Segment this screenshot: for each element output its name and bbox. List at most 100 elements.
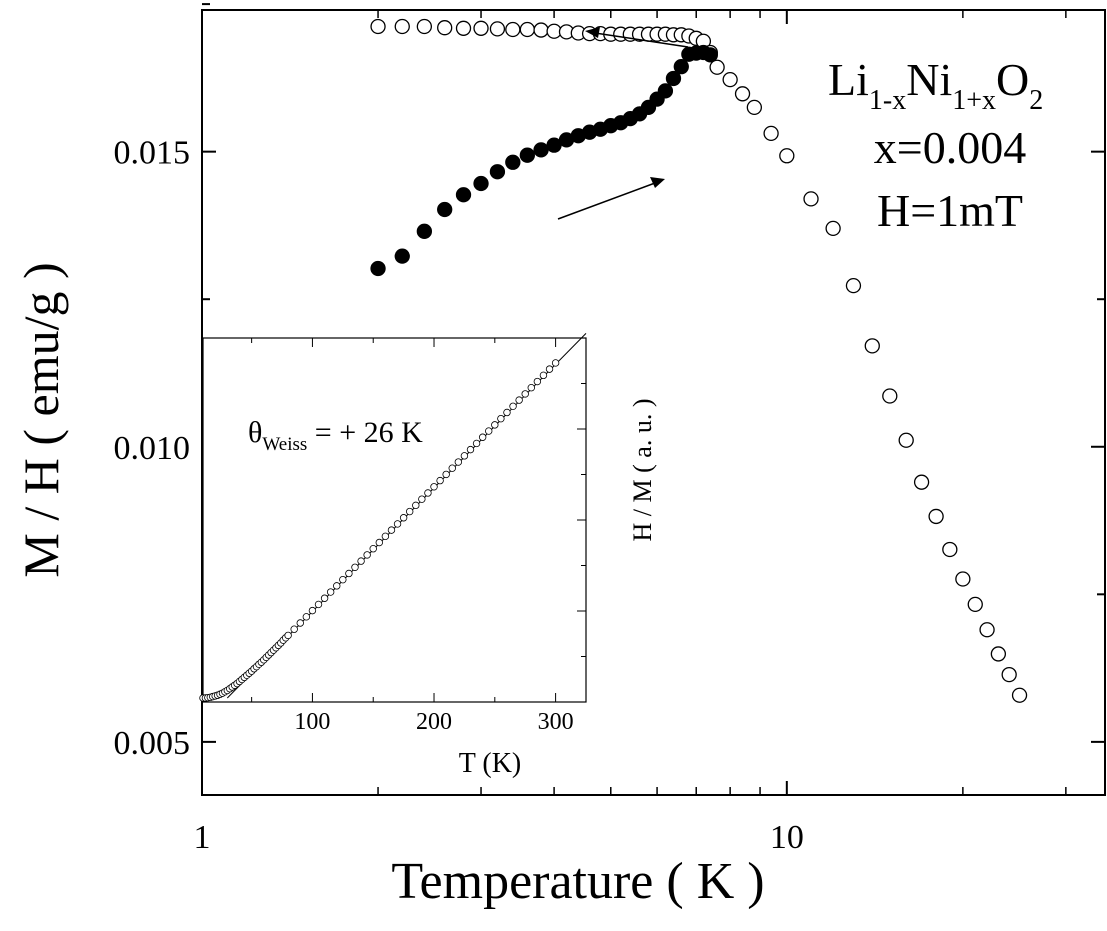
inset-data-point xyxy=(485,427,493,435)
inset-data-point xyxy=(357,557,365,565)
filled-data-point xyxy=(702,47,718,63)
inset-data-point xyxy=(515,396,523,404)
open-data-point xyxy=(1011,687,1028,703)
inset-data-point xyxy=(387,526,396,534)
inset-data-point xyxy=(369,545,377,553)
inset-data-point xyxy=(460,452,469,460)
inset-data-point xyxy=(491,421,499,429)
open-data-point xyxy=(1001,666,1017,683)
open-data-point xyxy=(746,99,763,116)
open-data-point xyxy=(489,21,506,37)
open-data-point xyxy=(928,508,944,525)
open-data-point xyxy=(734,86,751,102)
inset-data-point xyxy=(333,582,341,590)
inset-data-point xyxy=(284,631,292,640)
inset-x-tick-label: 200 xyxy=(416,709,452,735)
inset-data-point xyxy=(545,365,554,373)
open-data-point xyxy=(473,20,489,36)
inset-data-point xyxy=(478,433,487,441)
open-data-point xyxy=(519,21,535,38)
inset-data-point xyxy=(296,619,304,627)
inset: 100 200 300 θWeiss = + 26 K T (K) H / M ( … xyxy=(199,333,657,779)
inset-data-point xyxy=(527,384,535,392)
inset-data-point xyxy=(345,569,353,578)
inset-data-point xyxy=(503,408,511,417)
open-data-point xyxy=(803,191,819,207)
inset-data-point xyxy=(339,575,347,584)
open-data-point xyxy=(864,338,880,354)
inset-x-tick-label: 300 xyxy=(538,709,574,735)
inset-data-point xyxy=(418,495,426,503)
inset-data-point xyxy=(521,390,529,398)
inset-data-point xyxy=(533,377,542,386)
filled-data-point xyxy=(437,201,453,218)
inset-data-point xyxy=(314,600,323,609)
filled-data-point xyxy=(657,83,674,99)
inset-data-point xyxy=(290,625,298,633)
inset-data-point xyxy=(412,501,420,510)
open-data-point xyxy=(505,21,521,38)
inset-weiss-annotation: θWeiss = + 26 K xyxy=(248,416,423,455)
open-data-point xyxy=(825,220,841,237)
inset-data-point xyxy=(381,532,390,541)
x-axis-title: Temperature ( K ) xyxy=(391,853,764,910)
open-data-point xyxy=(845,277,862,294)
inset-data-point xyxy=(320,594,329,602)
filled-data-point xyxy=(370,260,386,277)
inset-data-point xyxy=(472,439,481,448)
y-tick-label: 0.015 xyxy=(114,135,191,172)
open-data-point xyxy=(979,622,995,638)
y-tick-label: 0.010 xyxy=(114,430,191,467)
warming-arrow xyxy=(557,177,665,220)
open-data-point xyxy=(370,18,386,35)
open-data-point xyxy=(455,20,472,36)
filled-data-point xyxy=(505,154,521,170)
filled-data-point xyxy=(519,147,535,163)
filled-data-point xyxy=(673,59,689,75)
inset-data-point xyxy=(363,551,371,559)
open-data-point xyxy=(898,432,914,448)
open-data-point xyxy=(533,22,549,38)
inset-tick-labels: 100 200 300 xyxy=(294,709,573,735)
main-tick-labels: 1 10 0.005 0.010 0.015 xyxy=(114,135,804,856)
inset-data-point xyxy=(436,476,444,485)
field-annotation: H=1mT xyxy=(877,185,1023,236)
inset-data-point xyxy=(326,588,335,596)
inset-points xyxy=(199,359,560,702)
open-data-point xyxy=(437,20,453,36)
inset-data-point xyxy=(302,613,311,621)
main-plot-frame xyxy=(201,9,1106,796)
cooling-arrow xyxy=(585,27,689,48)
inset-data-point xyxy=(399,514,408,522)
inset-data-point xyxy=(308,606,317,615)
filled-data-point xyxy=(394,248,410,264)
open-data-point xyxy=(913,474,930,490)
filled-data-point xyxy=(416,223,433,239)
main-points xyxy=(370,18,1028,703)
filled-data-point xyxy=(533,142,549,158)
filled-data-point xyxy=(455,187,472,203)
inset-data-point xyxy=(442,470,450,479)
filled-data-point xyxy=(489,164,506,180)
inset-data-point xyxy=(551,359,560,367)
inset-data-point xyxy=(497,414,505,423)
inset-data-point xyxy=(539,371,548,380)
open-data-point xyxy=(882,388,898,404)
x-tick-label: 1 xyxy=(194,819,211,856)
x-tick-label: 10 xyxy=(770,819,804,856)
x-value-annotation: x=0.004 xyxy=(874,122,1026,173)
filled-data-point xyxy=(473,175,489,192)
inset-y-axis-title: H / M ( a. u. ) xyxy=(628,399,657,542)
inset-data-point xyxy=(424,489,432,497)
inset-data-point xyxy=(509,402,517,410)
formula-annotation: Li1-xNi1+xO2 xyxy=(828,54,1043,116)
inset-x-tick-label: 100 xyxy=(294,709,330,735)
y-tick-label: 0.005 xyxy=(114,725,191,762)
open-data-point xyxy=(416,18,433,35)
open-data-point xyxy=(955,571,971,587)
inset-data-point xyxy=(393,520,402,528)
open-data-point xyxy=(779,148,795,164)
inset-data-point xyxy=(351,563,359,571)
open-data-point xyxy=(990,646,1007,662)
